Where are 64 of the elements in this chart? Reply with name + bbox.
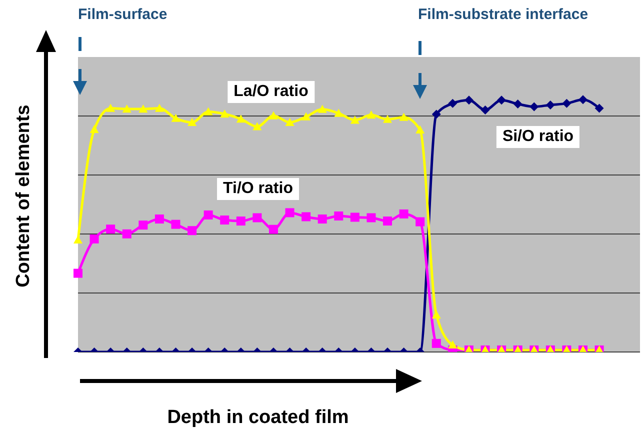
- point: [399, 209, 408, 218]
- point: [138, 104, 148, 113]
- point: [432, 338, 441, 348]
- series-label: Ti/O ratio: [217, 178, 299, 200]
- point: [138, 220, 148, 230]
- point: [171, 114, 180, 122]
- point: [366, 110, 376, 119]
- point: [513, 99, 522, 108]
- point: [90, 124, 99, 134]
- x-axis-title: Depth in coated film: [167, 407, 349, 429]
- y-axis-title: Content of elements: [13, 104, 35, 288]
- point: [334, 108, 344, 117]
- point: [366, 213, 376, 222]
- point: [383, 216, 392, 226]
- point: [106, 104, 116, 112]
- point: [530, 102, 539, 112]
- point: [480, 105, 490, 114]
- point: [562, 98, 572, 108]
- point: [188, 226, 197, 236]
- point: [578, 95, 588, 104]
- point: [497, 96, 506, 105]
- point: [416, 125, 425, 134]
- point: [594, 104, 604, 113]
- point: [90, 234, 99, 244]
- point: [302, 212, 311, 222]
- series-label: Si/O ratio: [496, 126, 580, 148]
- point: [432, 110, 441, 119]
- point: [350, 212, 360, 222]
- point: [464, 96, 474, 105]
- point: [302, 112, 311, 120]
- text: Film-surface: [78, 6, 168, 23]
- point: [448, 340, 458, 349]
- point: [236, 114, 246, 123]
- point: [546, 100, 555, 110]
- point: [383, 114, 392, 123]
- point: [74, 268, 82, 278]
- point: [448, 98, 458, 108]
- point: [220, 110, 230, 118]
- point: [204, 107, 213, 116]
- point: [188, 118, 197, 126]
- point: [416, 217, 425, 226]
- point: [399, 112, 408, 121]
- point: [204, 210, 213, 220]
- point: [268, 224, 278, 234]
- point: [236, 216, 246, 226]
- point: [318, 214, 327, 224]
- point: [122, 229, 132, 238]
- point: [171, 220, 180, 229]
- point: [268, 111, 278, 120]
- point: [122, 104, 132, 113]
- series-label: La/O ratio: [228, 81, 314, 103]
- point: [350, 116, 360, 124]
- point: [318, 104, 327, 113]
- point: [432, 310, 441, 319]
- point: [334, 211, 344, 220]
- point: [285, 118, 294, 126]
- point: [154, 104, 164, 112]
- point: [220, 216, 230, 225]
- point: [252, 213, 262, 222]
- point: [154, 214, 164, 224]
- point: [252, 122, 262, 130]
- point: [106, 224, 116, 234]
- text: Film-substrate interface: [418, 6, 588, 23]
- point: [285, 208, 294, 218]
